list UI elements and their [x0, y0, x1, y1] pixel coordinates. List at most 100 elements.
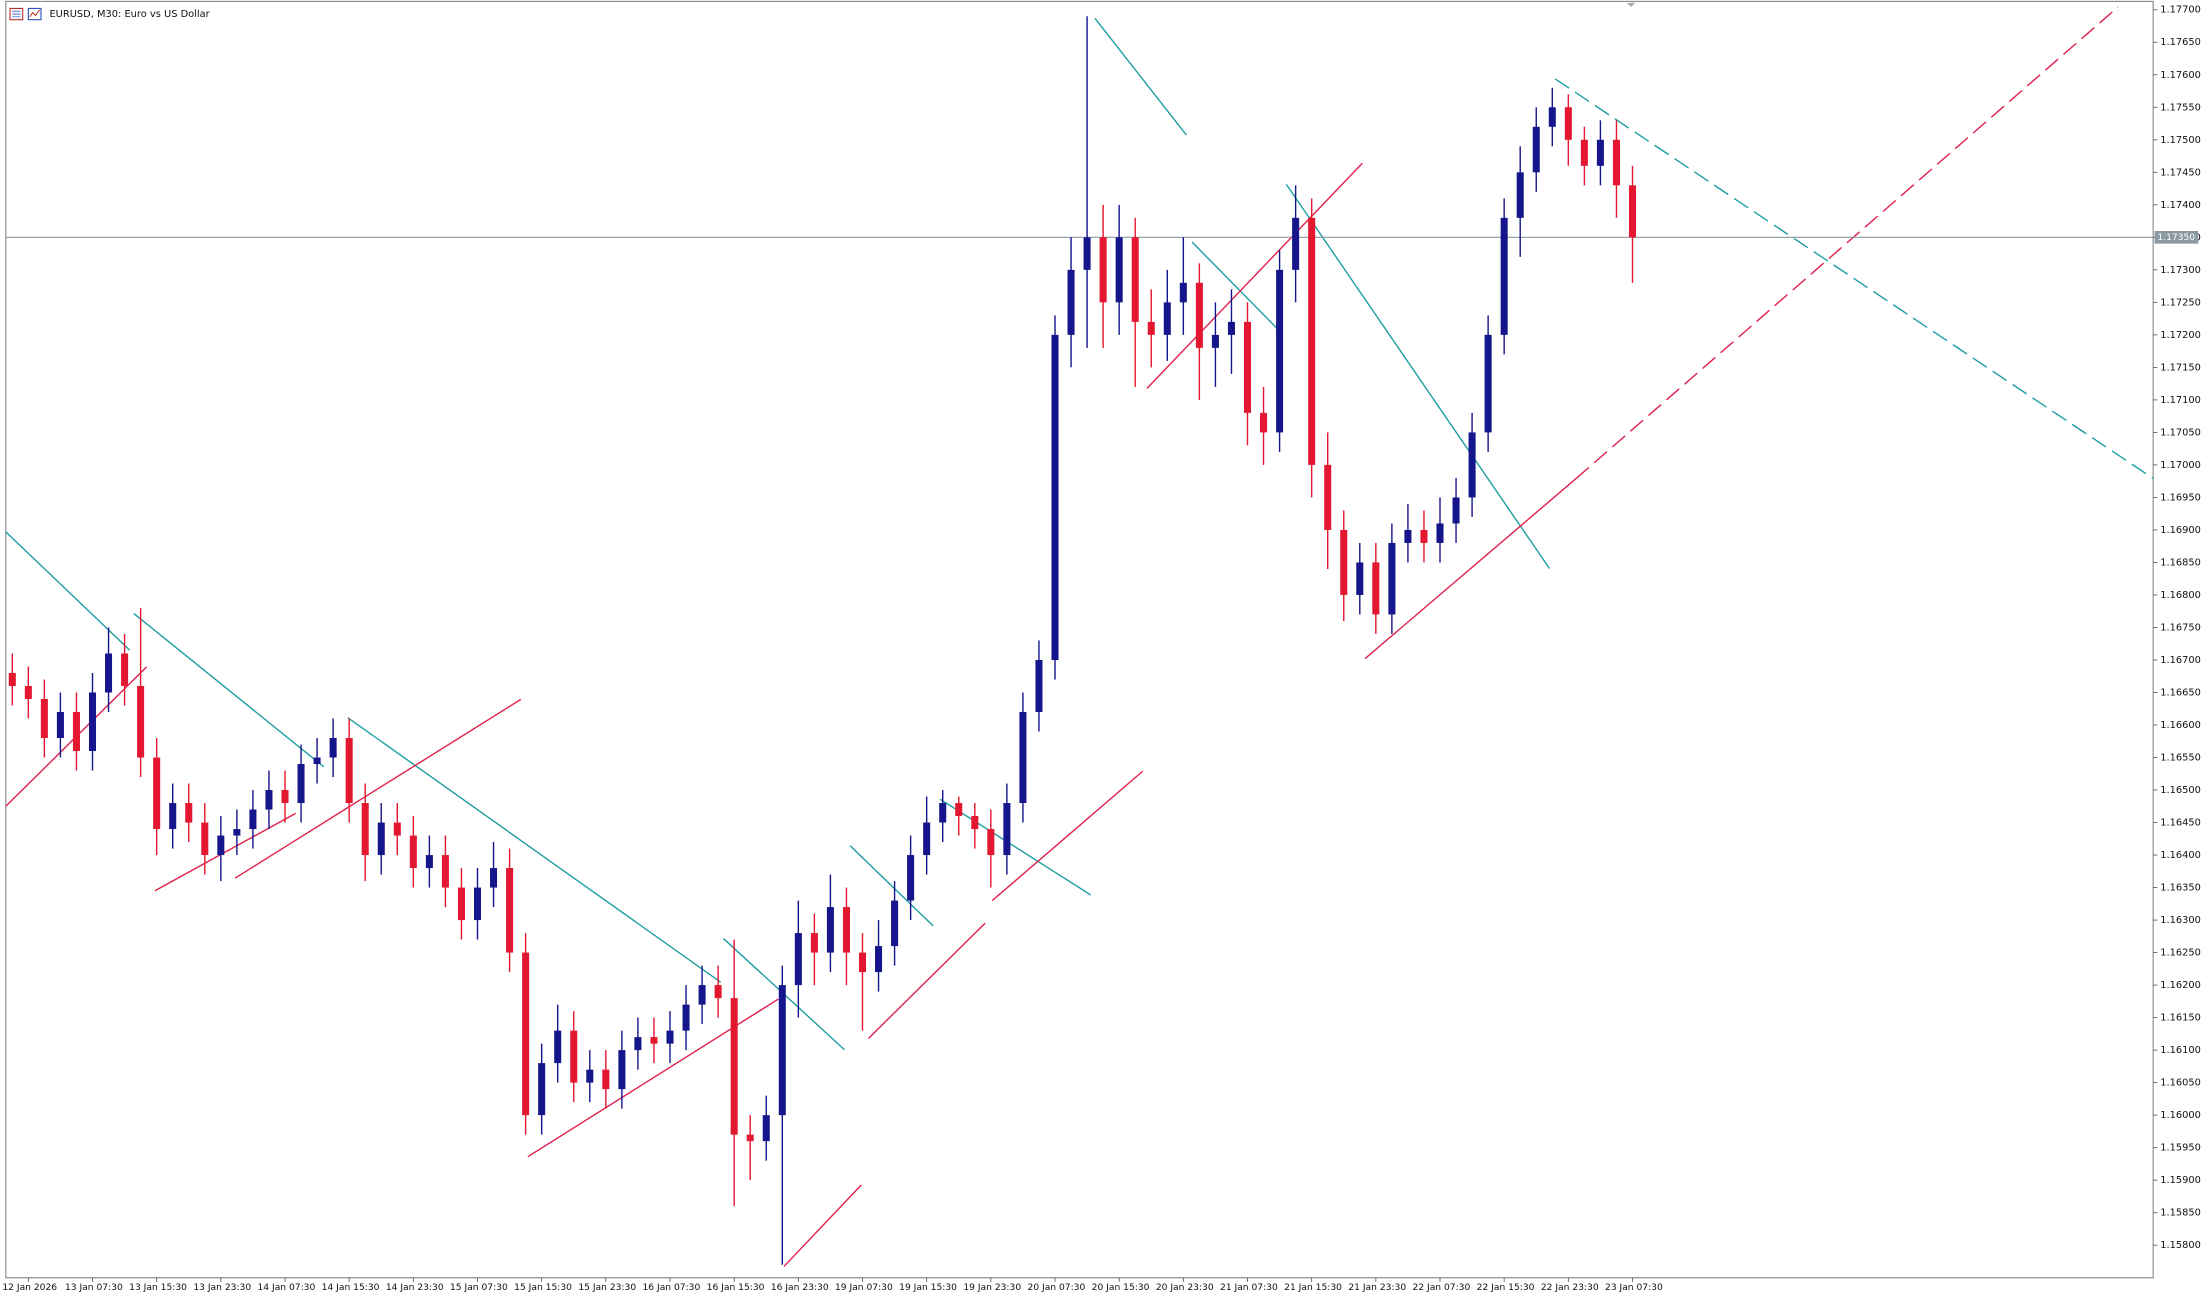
candle-body — [538, 1063, 546, 1116]
candle-body — [313, 757, 321, 765]
x-tick-label: 23 Jan 07:30 — [1605, 1283, 1663, 1293]
candle-body — [249, 809, 257, 830]
candle-body — [1324, 464, 1332, 530]
candle-body — [137, 685, 145, 758]
candle-body — [1051, 334, 1059, 660]
y-tick-label: 1.16450 — [2160, 818, 2201, 829]
candle-body — [762, 1115, 770, 1142]
y-tick-label: 1.17550 — [2160, 102, 2201, 113]
y-tick-label: 1.16550 — [2160, 753, 2201, 764]
candle-body — [618, 1050, 626, 1090]
candle-body — [1388, 542, 1396, 615]
candle-body — [1227, 321, 1235, 335]
candle-body — [971, 816, 979, 830]
plot-frame — [5, 0, 2154, 1279]
x-tick-label: 15 Jan 07:30 — [450, 1283, 508, 1293]
candle-body — [1115, 237, 1123, 303]
candle-body — [1612, 139, 1620, 186]
candle-body — [714, 985, 722, 999]
x-tick-label: 22 Jan 07:30 — [1413, 1283, 1471, 1293]
candle-body — [746, 1134, 754, 1142]
candle-body — [1260, 412, 1268, 433]
candle-body — [858, 952, 867, 973]
candle-body — [1404, 529, 1412, 543]
candle-body — [1147, 321, 1155, 335]
y-tick-label: 1.16150 — [2160, 1013, 2201, 1024]
y-tick-label: 1.17650 — [2160, 37, 2201, 48]
x-tick-label: 20 Jan 07:30 — [1028, 1283, 1086, 1293]
candle-body — [1340, 529, 1348, 595]
x-tick-label: 13 Jan 23:30 — [193, 1283, 251, 1293]
candle-body — [955, 803, 963, 817]
candle-body — [810, 933, 818, 953]
y-tick-label: 1.16650 — [2160, 687, 2201, 698]
candle-body — [842, 907, 850, 953]
candle-body — [826, 907, 834, 953]
y-tick-label: 1.16250 — [2160, 948, 2201, 959]
candle-body — [923, 822, 931, 856]
candle-body — [1436, 523, 1444, 543]
x-tick-label: 22 Jan 23:30 — [1541, 1283, 1599, 1293]
candle-body — [794, 933, 802, 986]
candle-body — [473, 887, 482, 921]
y-tick-label: 1.17100 — [2160, 395, 2201, 406]
candle-body — [1035, 659, 1043, 713]
candle-body — [634, 1037, 642, 1051]
y-tick-label: 1.16200 — [2160, 980, 2201, 991]
candle-body — [1131, 237, 1139, 322]
candle-body — [329, 738, 337, 758]
candle-body — [185, 803, 193, 823]
y-tick-label: 1.17450 — [2160, 167, 2201, 178]
candle-body — [88, 692, 97, 752]
x-tick-label: 14 Jan 15:30 — [322, 1283, 380, 1293]
y-tick-label: 1.17600 — [2160, 70, 2201, 81]
candle-body — [1596, 139, 1604, 166]
candle-body — [602, 1069, 610, 1090]
candle-body — [1516, 172, 1524, 218]
candle-body — [1292, 217, 1300, 270]
x-tick-label: 16 Jan 07:30 — [643, 1283, 701, 1293]
candle-body — [281, 790, 289, 804]
y-tick-label: 1.17150 — [2160, 362, 2201, 373]
candle-body — [875, 946, 883, 973]
chart-icons — [9, 7, 42, 21]
candle-body — [907, 855, 915, 901]
y-tick-label: 1.17000 — [2160, 460, 2201, 471]
y-tick-label: 1.15900 — [2160, 1175, 2201, 1186]
shift-marker — [1626, 2, 1636, 8]
x-tick-label: 19 Jan 15:30 — [899, 1283, 957, 1293]
y-tick-label: 1.17050 — [2160, 427, 2201, 438]
candle-body — [24, 685, 32, 699]
candle-body — [730, 998, 738, 1135]
y-tick-label: 1.16850 — [2160, 557, 2201, 568]
candle-body — [522, 952, 530, 1116]
candle-body — [217, 835, 225, 856]
candle-body — [1019, 712, 1027, 804]
candle-body — [1099, 237, 1107, 303]
y-tick-label: 1.16600 — [2160, 720, 2201, 731]
y-tick-label: 1.15950 — [2160, 1143, 2201, 1154]
candle-body — [1211, 334, 1219, 348]
x-tick-label: 21 Jan 07:30 — [1220, 1283, 1278, 1293]
candle-body — [1243, 321, 1252, 413]
candle-body — [650, 1037, 658, 1044]
candle-body — [1083, 237, 1091, 270]
candle-body — [345, 738, 353, 804]
candle-body — [1628, 185, 1637, 238]
candles — [8, 16, 1637, 1265]
candle-body — [377, 822, 385, 856]
chart-title: EURUSD, M30: Euro vs US Dollar — [49, 9, 210, 20]
y-tick-label: 1.16800 — [2160, 590, 2201, 601]
y-tick-label: 1.16950 — [2160, 492, 2201, 503]
candle-body — [105, 653, 113, 693]
candle-body — [297, 764, 305, 804]
y-tick-label: 1.17300 — [2160, 265, 2201, 276]
candle-body — [586, 1069, 594, 1083]
y-tick-label: 1.16750 — [2160, 622, 2201, 633]
y-tick-label: 1.15800 — [2160, 1240, 2201, 1251]
y-tick-label: 1.15850 — [2160, 1208, 2201, 1219]
candle-body — [1356, 562, 1364, 595]
x-tick-label: 16 Jan 23:30 — [771, 1283, 829, 1293]
candle-body — [939, 803, 947, 823]
candle-body — [1500, 217, 1508, 335]
